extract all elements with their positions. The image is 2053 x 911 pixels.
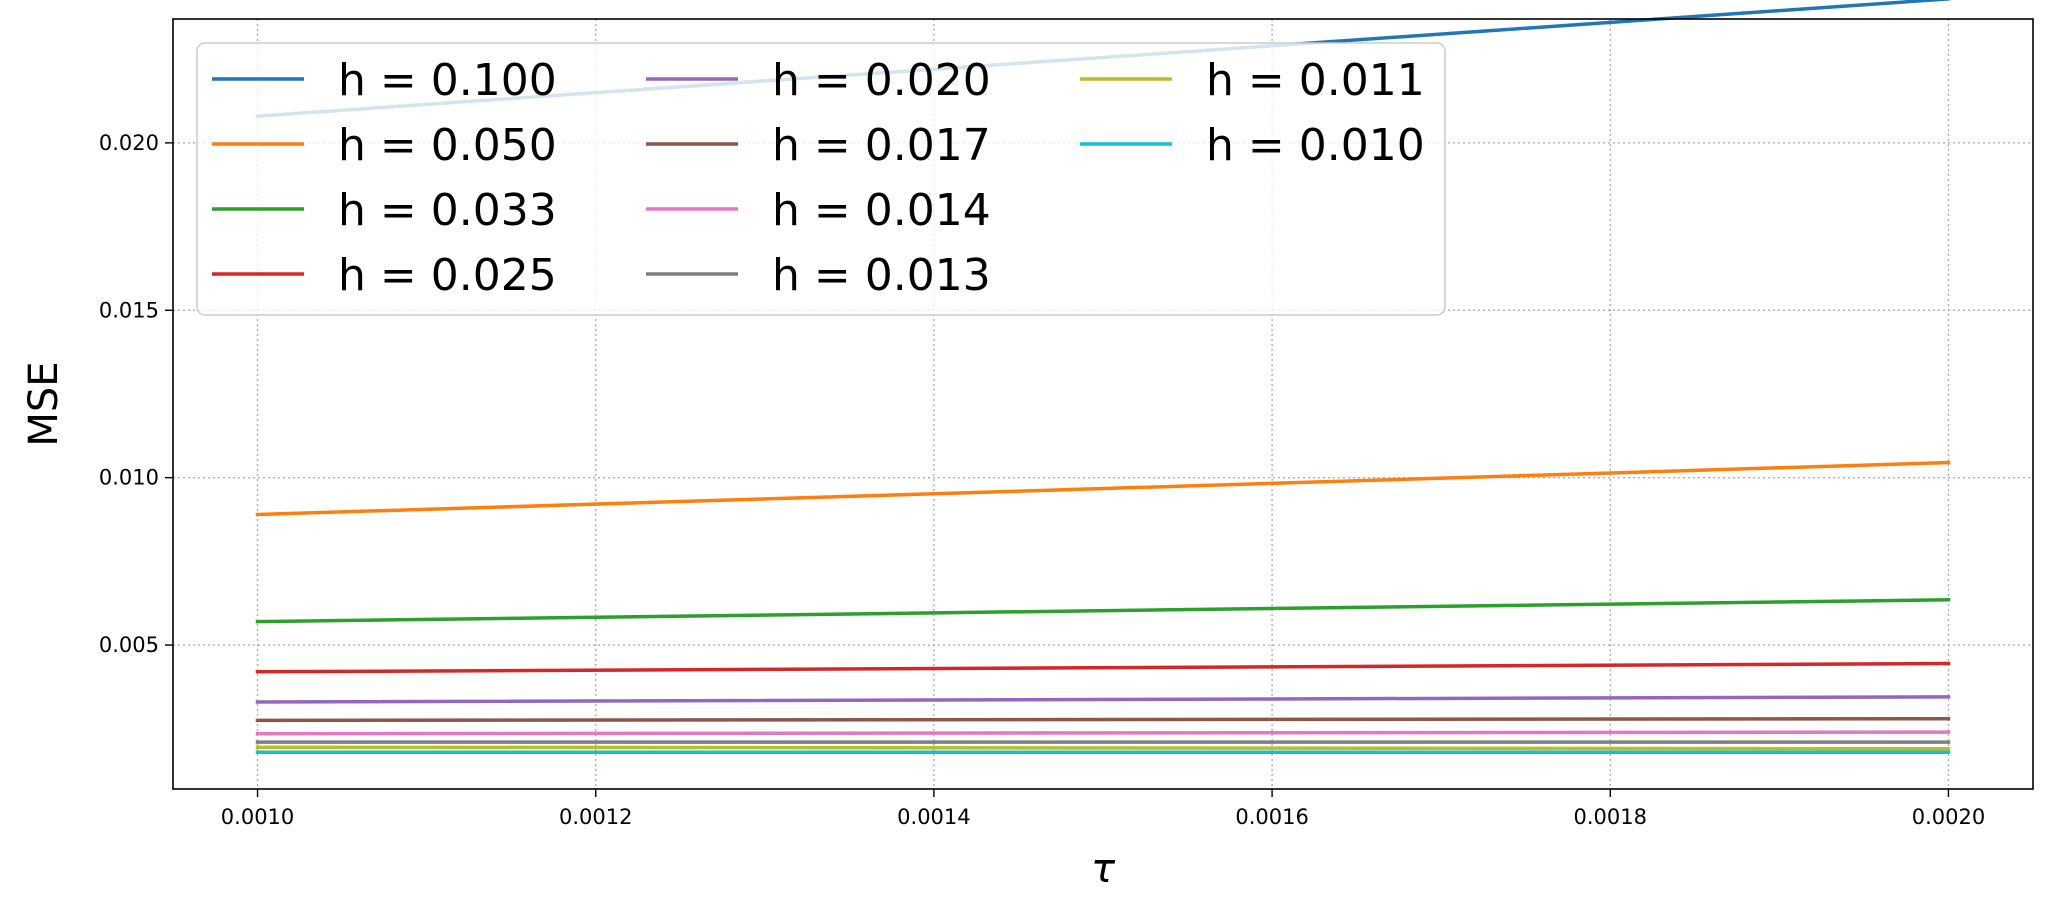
series-line-4 bbox=[255, 695, 1951, 704]
legend-label-7: h = 0.013 bbox=[772, 250, 991, 301]
plot-frame bbox=[172, 18, 2034, 790]
legend-label-1: h = 0.050 bbox=[338, 120, 557, 171]
y-tick-label: 0.005 bbox=[99, 633, 159, 657]
legend-label-9: h = 0.010 bbox=[1206, 120, 1425, 171]
y-tick-label: 0.020 bbox=[99, 131, 159, 155]
y-axis-label: MSE bbox=[21, 361, 67, 446]
y-tick-label: 0.010 bbox=[99, 466, 159, 490]
series-line-8 bbox=[255, 745, 1951, 751]
x-axis-label: τ bbox=[1091, 846, 1116, 892]
legend-label-0: h = 0.100 bbox=[338, 55, 557, 106]
legend-label-4: h = 0.020 bbox=[772, 55, 991, 106]
series-line-2 bbox=[255, 598, 1951, 624]
legend-label-6: h = 0.014 bbox=[772, 185, 991, 236]
legend-label-8: h = 0.011 bbox=[1206, 55, 1425, 106]
y-tick-label: 0.015 bbox=[99, 298, 159, 322]
series-line-1 bbox=[255, 460, 1951, 517]
series-line-3 bbox=[255, 661, 1951, 674]
y-axis-ticks: 0.005 0.010 0.015 0.020 bbox=[99, 131, 173, 657]
legend-entries: h = 0.100 h = 0.050 h = 0.033 h = 0.025 h = … bbox=[212, 55, 1425, 301]
x-tick-label: 0.0018 bbox=[1574, 805, 1647, 829]
legend: h = 0.100 h = 0.050 h = 0.033 h = 0.025 h = … bbox=[196, 42, 1446, 316]
legend-label-2: h = 0.033 bbox=[338, 185, 557, 236]
x-axis-ticks: 0.0010 0.0012 0.0014 0.0016 0.0018 0.0020 bbox=[221, 789, 1985, 829]
legend-box bbox=[196, 42, 1446, 316]
legend-label-5: h = 0.017 bbox=[772, 120, 991, 171]
x-tick-label: 0.0014 bbox=[897, 805, 970, 829]
legend-label-3: h = 0.025 bbox=[338, 250, 557, 301]
x-tick-label: 0.0010 bbox=[221, 805, 294, 829]
series-line-6 bbox=[255, 730, 1951, 736]
x-tick-label: 0.0012 bbox=[559, 805, 632, 829]
x-tick-label: 0.0020 bbox=[1912, 805, 1985, 829]
series-line-5 bbox=[255, 716, 1951, 723]
x-tick-label: 0.0016 bbox=[1235, 805, 1308, 829]
